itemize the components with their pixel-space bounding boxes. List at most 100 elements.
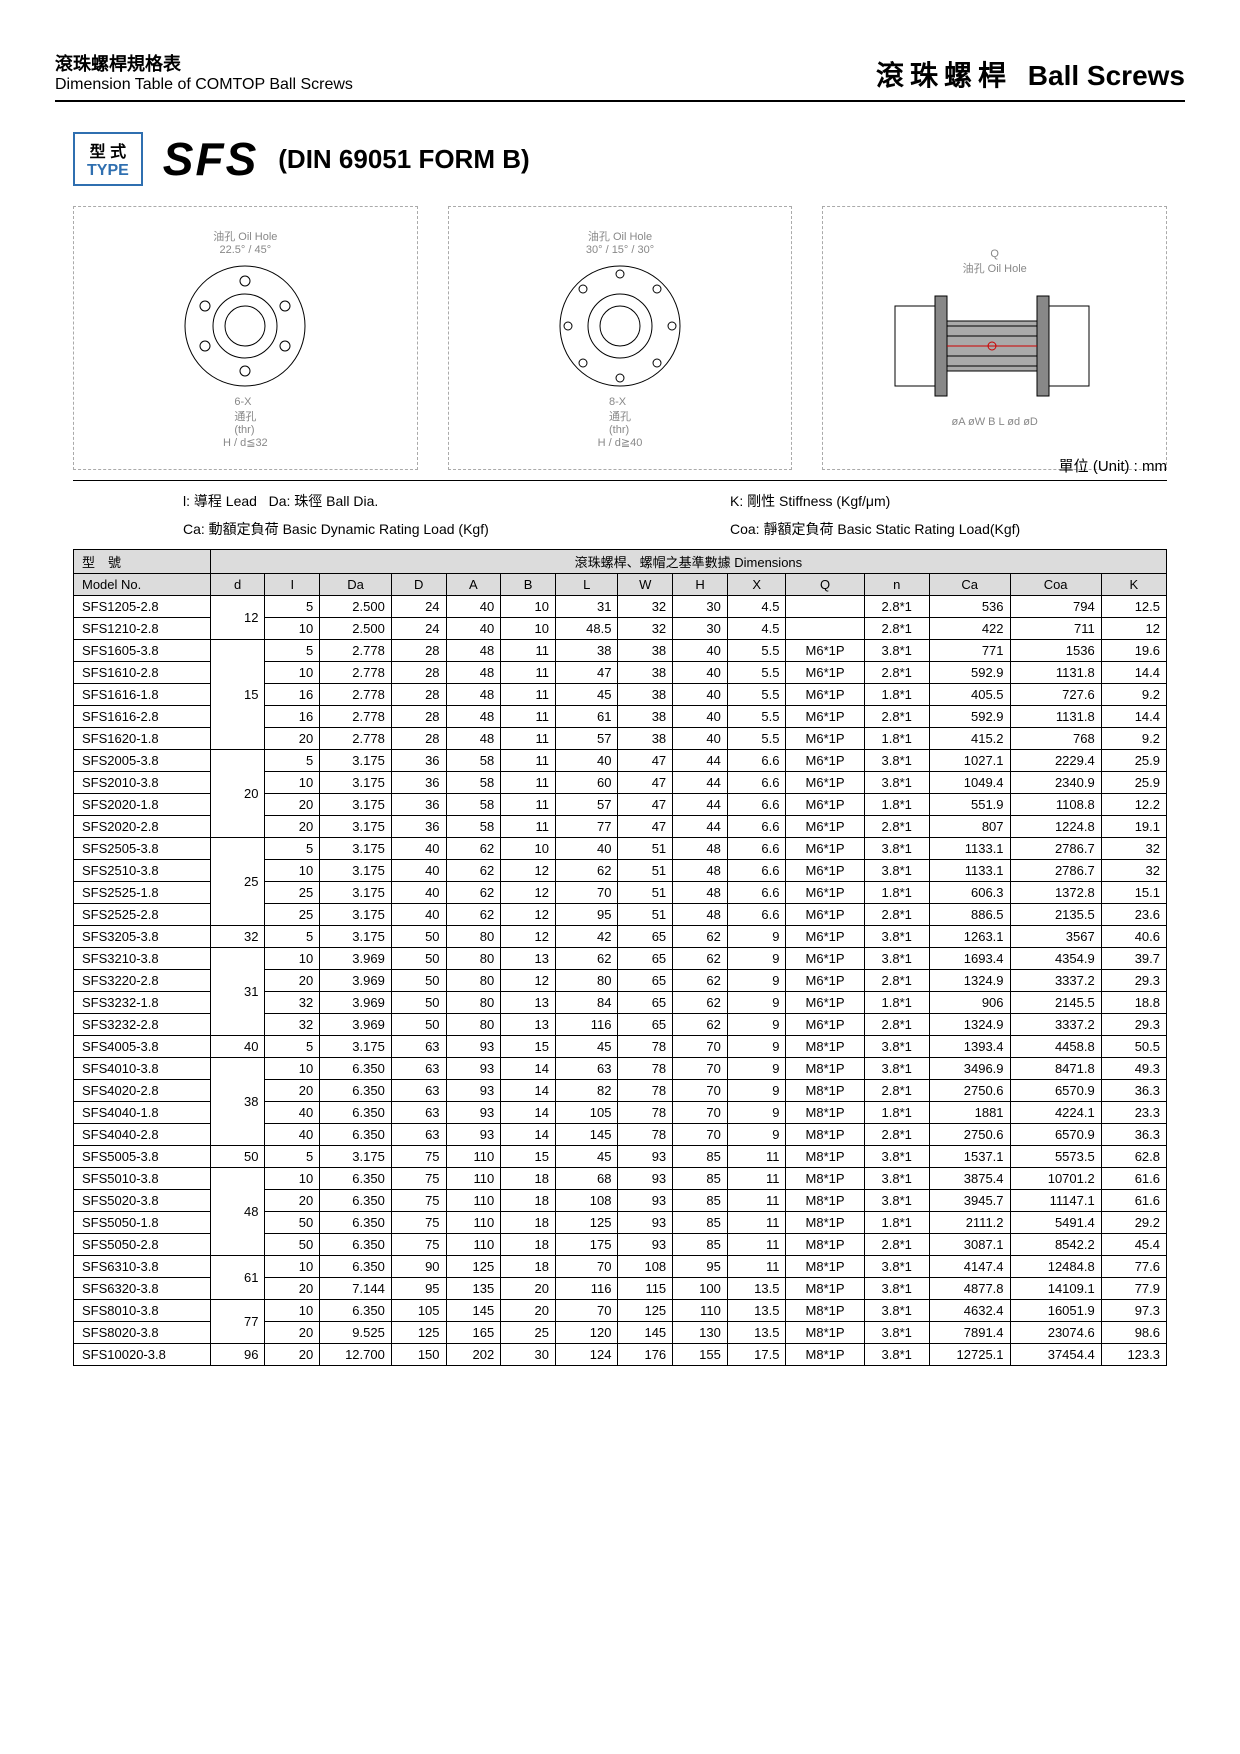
cell: 5491.4 — [1010, 1212, 1101, 1234]
cell: 6.350 — [320, 1168, 392, 1190]
cell: 38 — [618, 662, 673, 684]
cell: 40 — [446, 596, 501, 618]
cell: 2.8*1 — [864, 662, 929, 684]
cell: 422 — [929, 618, 1010, 640]
cell: 145 — [446, 1300, 501, 1322]
th-col: I — [265, 574, 320, 596]
cell: 40 — [391, 860, 446, 882]
cell: 5 — [265, 926, 320, 948]
cell: 1393.4 — [929, 1036, 1010, 1058]
cell-model: SFS5010-3.8 — [74, 1168, 211, 1190]
cell: 3.8*1 — [864, 860, 929, 882]
cell: 62 — [446, 838, 501, 860]
cell-model: SFS3220-2.8 — [74, 970, 211, 992]
unit-label: 單位 (Unit) : mm — [1059, 455, 1167, 476]
cell: 3.8*1 — [864, 1256, 929, 1278]
cell: 25.9 — [1101, 772, 1166, 794]
cell: 2.778 — [320, 684, 392, 706]
cell-model: SFS3232-2.8 — [74, 1014, 211, 1036]
cell: 70 — [673, 1102, 728, 1124]
cell: 20 — [501, 1278, 556, 1300]
cell: 32 — [265, 992, 320, 1014]
cell: 18 — [501, 1190, 556, 1212]
cell-model: SFS2505-3.8 — [74, 838, 211, 860]
cell: 150 — [391, 1344, 446, 1366]
cell: 3.175 — [320, 882, 392, 904]
cell: 38 — [555, 640, 618, 662]
cell: M6*1P — [786, 684, 864, 706]
cell: 3.175 — [320, 1146, 392, 1168]
cell: 108 — [618, 1256, 673, 1278]
cell: 62 — [446, 882, 501, 904]
cell: 13.5 — [727, 1300, 786, 1322]
table-row: SFS3210-3.831103.9695080136265629M6*1P3.… — [74, 948, 1167, 970]
cell: 110 — [673, 1300, 728, 1322]
cell: 536 — [929, 596, 1010, 618]
cell: 10 — [265, 662, 320, 684]
header-left: 滾珠螺桿規格表 Dimension Table of COMTOP Ball S… — [55, 50, 353, 94]
cell: 80 — [555, 970, 618, 992]
cell: 44 — [673, 772, 728, 794]
cell: 47 — [618, 750, 673, 772]
legend-coa: Coa: 靜額定負荷 Basic Static Rating Load(Kgf) — [620, 519, 1167, 539]
cell: 2.8*1 — [864, 1080, 929, 1102]
cell: 11 — [727, 1234, 786, 1256]
cell: 48.5 — [555, 618, 618, 640]
th-model-en: Model No. — [74, 574, 211, 596]
cell: 592.9 — [929, 706, 1010, 728]
cell: 6.6 — [727, 750, 786, 772]
cell: 93 — [446, 1080, 501, 1102]
cell: 58 — [446, 794, 501, 816]
cell: 12.5 — [1101, 596, 1166, 618]
cell-model: SFS3205-3.8 — [74, 926, 211, 948]
cell: 65 — [618, 992, 673, 1014]
cell: 45 — [555, 1036, 618, 1058]
cell: M6*1P — [786, 662, 864, 684]
cell: 2.778 — [320, 706, 392, 728]
cell: 17.5 — [727, 1344, 786, 1366]
cell: 1.8*1 — [864, 992, 929, 1014]
cell: 6.6 — [727, 794, 786, 816]
cell: 93 — [446, 1102, 501, 1124]
cell: 23.3 — [1101, 1102, 1166, 1124]
cell-d: 38 — [210, 1058, 265, 1146]
cell: 125 — [446, 1256, 501, 1278]
cell: 62 — [673, 948, 728, 970]
cell: 25 — [265, 882, 320, 904]
cell: 62 — [673, 970, 728, 992]
cell: 28 — [391, 728, 446, 750]
cell-d: 48 — [210, 1168, 265, 1256]
cell: 60 — [555, 772, 618, 794]
cell: 4.5 — [727, 618, 786, 640]
cell: M6*1P — [786, 970, 864, 992]
cell: 40 — [391, 882, 446, 904]
cell: 175 — [555, 1234, 618, 1256]
cell: 95 — [673, 1256, 728, 1278]
th-col: Ca — [929, 574, 1010, 596]
table-row: SFS1605-3.81552.7782848113838405.5M6*1P3… — [74, 640, 1167, 662]
cell: 11 — [501, 706, 556, 728]
table-row: SFS5005-3.85053.175751101545938511M8*1P3… — [74, 1146, 1167, 1168]
cell: 37454.4 — [1010, 1344, 1101, 1366]
cell: 3.175 — [320, 816, 392, 838]
cell: 9.2 — [1101, 728, 1166, 750]
cell: 3.8*1 — [864, 750, 929, 772]
cell: 9 — [727, 970, 786, 992]
cell: 62 — [555, 948, 618, 970]
cell: 405.5 — [929, 684, 1010, 706]
cell: 12 — [501, 970, 556, 992]
cell: 6.6 — [727, 838, 786, 860]
cell: 1324.9 — [929, 1014, 1010, 1036]
cell: 6.350 — [320, 1190, 392, 1212]
cell: 3.969 — [320, 1014, 392, 1036]
cell: 10 — [265, 1168, 320, 1190]
cell-model: SFS2005-3.8 — [74, 750, 211, 772]
cell: 14 — [501, 1124, 556, 1146]
cell: 50 — [391, 970, 446, 992]
cell: M6*1P — [786, 992, 864, 1014]
cell: 78 — [618, 1080, 673, 1102]
cell: 2111.2 — [929, 1212, 1010, 1234]
cell: 3087.1 — [929, 1234, 1010, 1256]
cell-model: SFS1205-2.8 — [74, 596, 211, 618]
cell: 75 — [391, 1168, 446, 1190]
